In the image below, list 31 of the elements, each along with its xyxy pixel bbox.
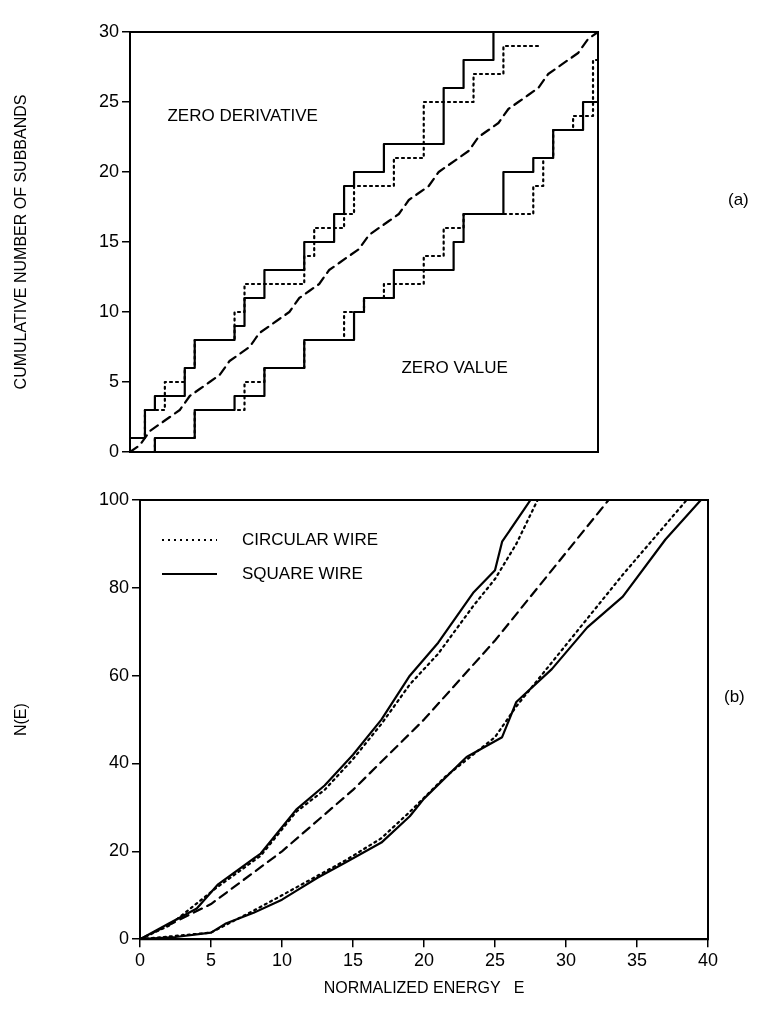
y-tick-label: 60 — [108, 664, 129, 685]
x-tick-label: 5 — [205, 949, 217, 970]
legend-label: SQUARE WIRE — [242, 563, 363, 583]
y-tick-label: 20 — [98, 160, 119, 181]
y-tick-label: 40 — [108, 752, 129, 773]
y-tick-label: 100 — [98, 488, 129, 509]
legend-label: CIRCULAR WIRE — [242, 529, 379, 549]
x-tick-label: 10 — [271, 949, 293, 970]
text: (a) — [728, 189, 749, 209]
text: (b) — [724, 687, 745, 707]
annotation: ZERO VALUE — [401, 357, 508, 377]
y-tick-label: 10 — [98, 300, 119, 321]
y-tick-label: 20 — [108, 840, 129, 861]
x-axis-title: NORMALIZED ENERGY E — [323, 978, 525, 996]
x-tick-label: 0 — [134, 949, 146, 970]
x-tick-label: 15 — [342, 949, 364, 970]
x-tick-label: 40 — [697, 949, 719, 970]
x-tick-label: 25 — [484, 949, 506, 970]
y-tick-label: 5 — [108, 370, 119, 391]
y-tick-label: 25 — [98, 90, 119, 111]
y-tick-label: 15 — [98, 230, 119, 251]
x-tick-label: 30 — [555, 949, 577, 970]
y-tick-label: 0 — [108, 440, 119, 461]
annotation: ZERO DERIVATIVE — [167, 105, 318, 125]
y-axis-title: CUMULATIVE NUMBER OF SUBBANDS — [12, 94, 30, 390]
y-tick-label: 30 — [98, 20, 119, 41]
y-tick-label: 0 — [118, 928, 129, 949]
x-tick-label: 20 — [413, 949, 435, 970]
x-tick-label: 35 — [626, 949, 648, 970]
y-axis-title: N(E) — [12, 703, 30, 737]
y-tick-label: 80 — [108, 576, 129, 597]
